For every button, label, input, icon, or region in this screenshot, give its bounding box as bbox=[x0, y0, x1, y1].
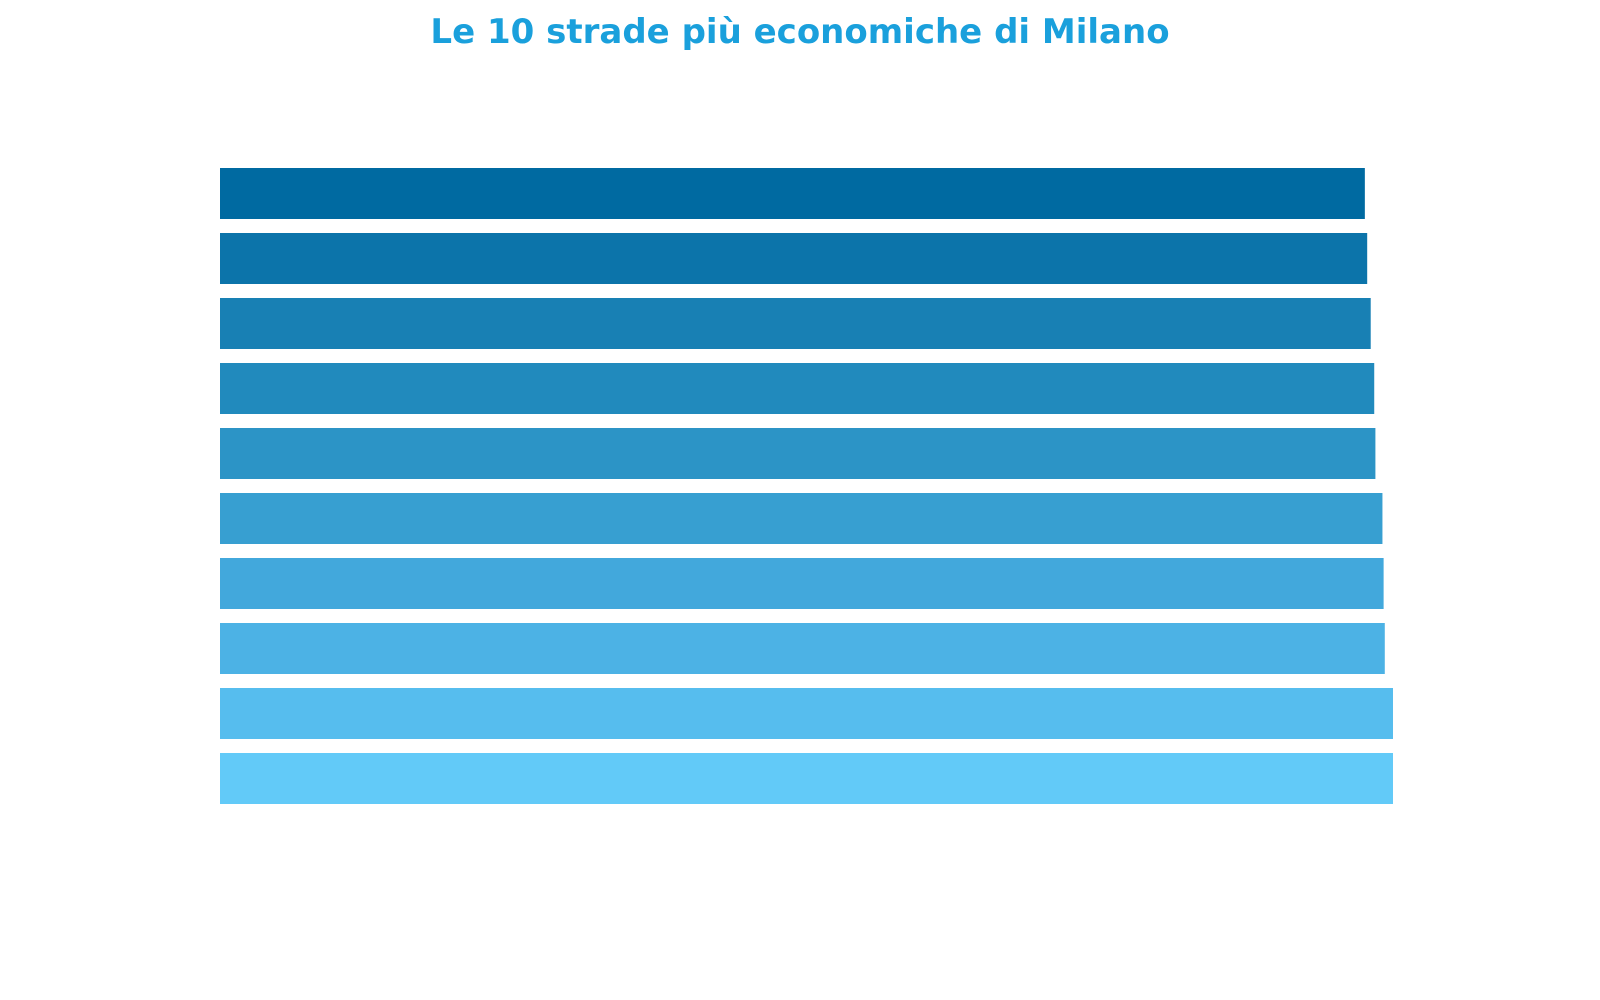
chart-title: Le 10 strade più economiche di Milano bbox=[430, 12, 1170, 52]
bar-3 bbox=[220, 298, 1371, 349]
bar-2 bbox=[220, 233, 1368, 284]
bar-4 bbox=[220, 363, 1375, 414]
bar-5 bbox=[220, 428, 1376, 479]
bar-8 bbox=[220, 623, 1385, 674]
bar-9 bbox=[220, 688, 1393, 739]
bar-7 bbox=[220, 558, 1384, 609]
bars-group bbox=[220, 168, 1393, 804]
bar-1 bbox=[220, 168, 1365, 219]
bar-10 bbox=[220, 753, 1393, 804]
bar-6 bbox=[220, 493, 1383, 544]
